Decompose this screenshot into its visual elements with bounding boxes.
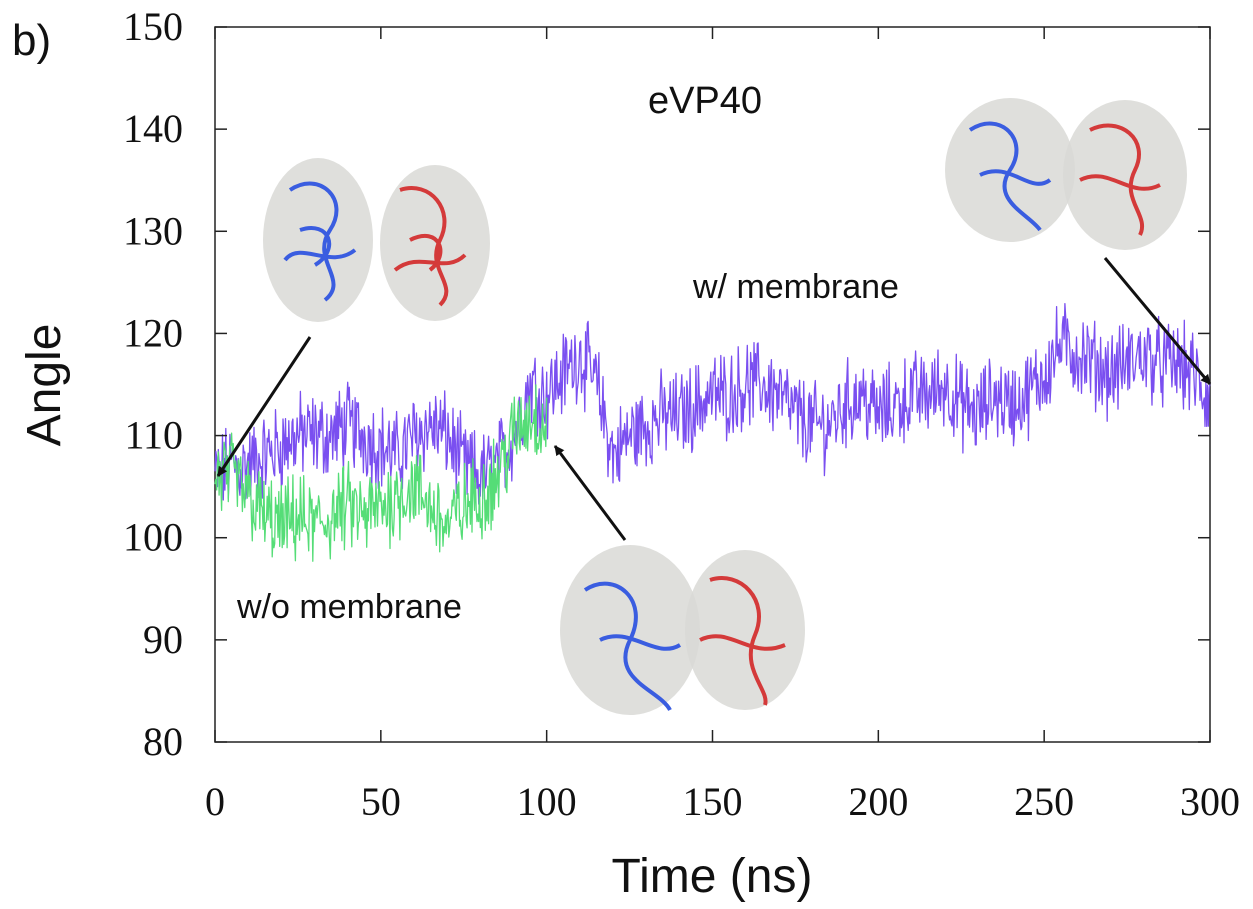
y-tick-label: 120 <box>123 310 183 355</box>
arrow-to-100ns <box>553 445 627 541</box>
x-axis-label: Time (ns) <box>612 850 813 903</box>
series-layer <box>214 303 1211 562</box>
annotation-w-membrane: w/ membrane <box>692 268 899 306</box>
x-tick-label: 150 <box>683 779 743 824</box>
protein-structure-image-initial <box>263 158 490 322</box>
y-axis-label: Angle <box>18 324 71 447</box>
x-tick-label: 200 <box>848 779 908 824</box>
panel-label: b) <box>12 16 51 65</box>
x-tick-label: 250 <box>1014 779 1074 824</box>
x-tick-label: 100 <box>517 779 577 824</box>
arrow-to-start <box>216 336 312 477</box>
annotation-wo-membrane: w/o membrane <box>236 588 462 626</box>
y-tick-label: 150 <box>123 4 183 49</box>
y-tick-label: 80 <box>143 719 183 764</box>
protein-structure-image-mid <box>560 545 805 715</box>
protein-structure-image-final <box>945 98 1187 250</box>
arrow-to-end <box>1103 257 1212 385</box>
x-tick-label: 50 <box>361 779 401 824</box>
chart-title: eVP40 <box>648 80 762 122</box>
x-tick-label: 0 <box>205 779 225 824</box>
axis-layer: 0 50 100 150 200 250 300 80 90 100 110 120 130 140 150 <box>123 4 1240 824</box>
series-line-without-membrane <box>214 384 548 562</box>
y-tick-label: 130 <box>123 208 183 253</box>
x-tick-label: 300 <box>1180 779 1240 824</box>
series-line-with-membrane <box>214 303 1211 511</box>
y-tick-label: 100 <box>123 515 183 560</box>
y-tick-label: 140 <box>123 106 183 151</box>
y-tick-label: 110 <box>124 413 183 458</box>
y-tick-label: 90 <box>143 617 183 662</box>
